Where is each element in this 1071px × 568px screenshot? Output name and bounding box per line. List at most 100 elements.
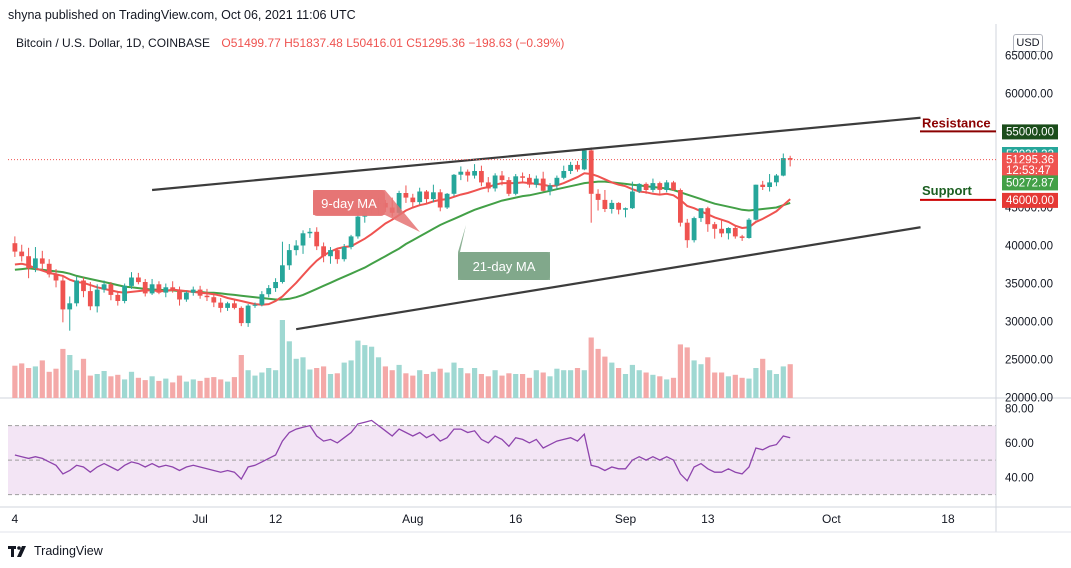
y-tick-label: 35000.00 — [1005, 279, 1053, 291]
candle-body — [26, 256, 31, 269]
volume-bar — [760, 358, 766, 398]
ohlc-close: C51295.36 — [406, 36, 465, 50]
candle-body — [533, 178, 539, 185]
trend-channel — [151, 116, 921, 331]
candle-body — [431, 192, 436, 200]
candle-body — [74, 280, 79, 304]
candle-body — [334, 250, 340, 260]
volume-bar — [437, 368, 443, 398]
candle-body — [684, 222, 690, 241]
tradingview-logo-icon — [8, 545, 26, 557]
volume-bar — [389, 370, 395, 398]
volume-bar — [369, 346, 375, 398]
candle-body — [39, 258, 45, 264]
volume-bar — [520, 374, 526, 398]
ma-callouts: 9-day MA 21-day MA — [313, 190, 550, 280]
candle-body — [424, 191, 429, 200]
x-tick-label: 13 — [701, 512, 715, 526]
candle-body — [472, 171, 477, 176]
volume-bar — [526, 377, 532, 398]
candle-body — [753, 184, 759, 220]
candle-body — [760, 184, 766, 187]
candle-body — [492, 175, 498, 189]
volume-bar — [670, 377, 677, 398]
volume-bar — [26, 368, 32, 398]
candle-body — [540, 178, 546, 191]
volume-bar — [554, 368, 560, 398]
candle-body — [204, 295, 210, 298]
currency-button[interactable]: USD — [1013, 34, 1043, 52]
price-tag-text: 55000.00 — [1006, 126, 1054, 138]
candle-body — [410, 197, 416, 203]
volume-bar — [231, 377, 237, 398]
x-tick-label: 16 — [509, 512, 523, 526]
candle-body — [561, 171, 567, 178]
volume-bar — [684, 347, 690, 398]
y-tick-label: 20000.00 — [1005, 393, 1053, 405]
volume-bar — [286, 341, 292, 398]
volume-bar — [74, 370, 80, 398]
channel-lower-line — [295, 226, 921, 331]
y-tick-label: 30000.00 — [1005, 317, 1053, 329]
rsi-tick-label: 80.00 — [1005, 403, 1034, 415]
volume-bar — [341, 362, 347, 398]
volume-bar — [417, 370, 423, 398]
volume-bar — [307, 369, 313, 398]
volume-bar — [32, 366, 38, 398]
price-tag-box — [1002, 124, 1058, 140]
volume-bar — [53, 368, 59, 398]
volume-bar — [629, 364, 635, 398]
volume-bar — [149, 376, 155, 398]
volume-bar — [561, 370, 567, 398]
volume-bar — [485, 376, 491, 398]
candle-body — [636, 183, 642, 192]
candle-body — [396, 193, 402, 213]
candle-body — [273, 282, 278, 289]
candle-body — [33, 258, 38, 269]
candle-body — [355, 216, 361, 237]
candles — [12, 147, 793, 331]
volume-bar — [60, 348, 66, 398]
candle-body — [218, 302, 224, 308]
volume-bar — [773, 374, 779, 398]
y-tick-label: 25000.00 — [1005, 355, 1053, 367]
candle-body — [479, 171, 484, 183]
volume-bar — [780, 366, 786, 398]
candle-body — [321, 246, 326, 257]
volume-bar — [375, 357, 382, 398]
candle-body — [554, 177, 560, 186]
volume-bar — [430, 371, 436, 398]
volume-bar — [46, 371, 52, 398]
candle-body — [575, 164, 580, 170]
volume-bar — [725, 376, 731, 398]
volume-bar — [568, 370, 574, 398]
volume-bar — [314, 368, 320, 398]
ma21-callout-box — [458, 252, 550, 280]
volume-bar — [465, 373, 471, 398]
volume-bar — [547, 376, 553, 398]
candle-body — [547, 185, 553, 191]
volume-bar — [574, 368, 581, 398]
volume-bar — [396, 364, 402, 398]
volume-bar — [499, 375, 505, 398]
x-tick-label: Sep — [615, 512, 637, 526]
volume-bar — [183, 381, 189, 398]
volume-bar — [423, 374, 430, 398]
candle-body — [307, 231, 313, 234]
volume-bar — [348, 360, 354, 398]
candle-body — [19, 251, 25, 257]
volume-bar — [225, 381, 231, 398]
candle-body — [170, 287, 176, 291]
volume-bar — [245, 370, 251, 398]
candle-body — [417, 191, 423, 203]
x-tick-label: Oct — [822, 512, 841, 526]
x-tick-label: 12 — [269, 512, 283, 526]
candle-body — [300, 233, 306, 246]
volume-bar — [87, 375, 93, 398]
candle-body — [671, 182, 676, 190]
candle-body — [403, 193, 409, 198]
volume-bar — [115, 374, 121, 398]
volume-bar — [622, 374, 629, 398]
candle-body — [437, 192, 443, 208]
